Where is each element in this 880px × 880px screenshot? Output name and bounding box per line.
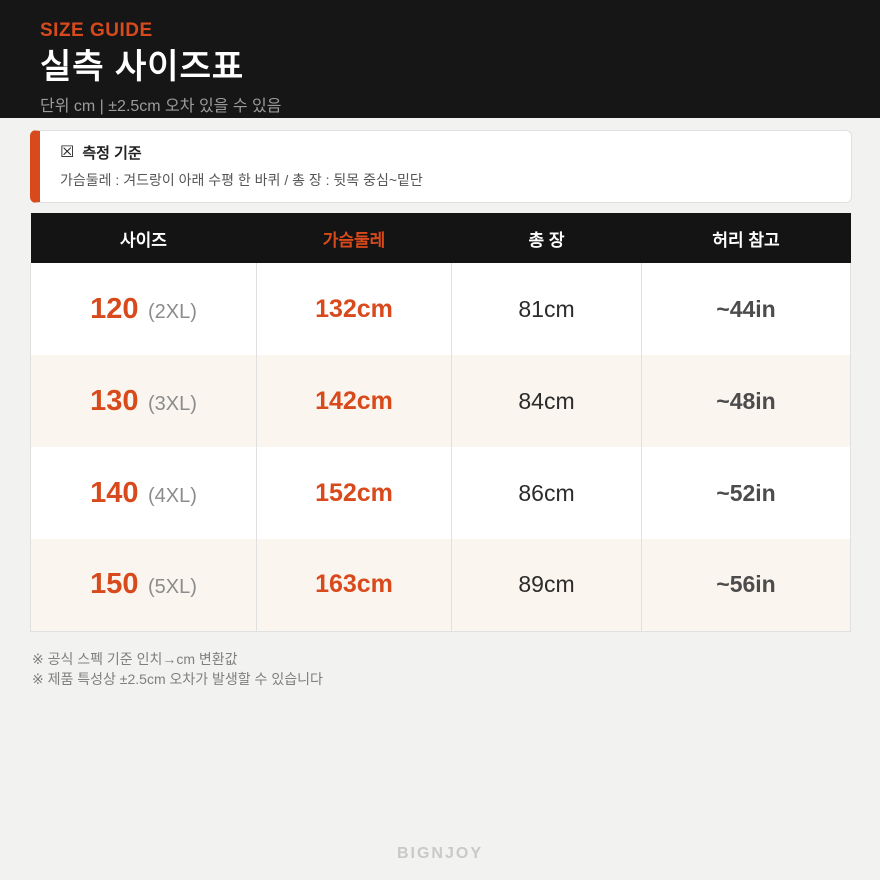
size-table: 사이즈 가슴둘레 총 장 허리 참고 120 (2XL) 132cm 81cm … (30, 213, 851, 632)
footnotes: ※ 공식 스펙 기준 인치→cm 변환값 ※ 제품 특성상 ±2.5cm 오차가… (32, 649, 880, 690)
size-value: 130 (90, 384, 139, 417)
column-header-length: 총 장 (451, 213, 642, 263)
waist-cell: ~48in (641, 355, 851, 447)
size-cell: 140 (4XL) (30, 447, 257, 539)
size-cell: 120 (2XL) (30, 263, 257, 355)
size-cell: 130 (3XL) (30, 355, 257, 447)
table-row: 140 (4XL) 152cm 86cm ~52in (30, 447, 851, 539)
notice-body: 가슴둘레 : 겨드랑이 아래 수평 한 바퀴 / 총 장 : 뒷목 중심~밑단 (60, 172, 423, 188)
table-row: 120 (2XL) 132cm 81cm ~44in (30, 263, 851, 355)
page-header: SIZE GUIDE 실측 사이즈표 단위 cm | ±2.5cm 오차 있을 … (0, 0, 880, 118)
table-row: 150 (5XL) 163cm 89cm ~56in (30, 539, 851, 632)
eyebrow-label: SIZE GUIDE (40, 20, 153, 41)
measurement-criteria-box: ☒ 측정 기준 가슴둘레 : 겨드랑이 아래 수평 한 바퀴 / 총 장 : 뒷… (30, 130, 852, 203)
size-value: 150 (90, 568, 139, 601)
column-header-waist: 허리 참고 (641, 213, 851, 263)
size-cell: 150 (5XL) (30, 539, 257, 632)
notice-title-row: ☒ 측정 기준 (60, 142, 831, 163)
column-header-size: 사이즈 (30, 213, 257, 263)
size-value: 120 (90, 292, 139, 325)
length-cell: 86cm (451, 447, 642, 539)
footnote-tolerance: ※ 제품 특성상 ±2.5cm 오차가 발생할 수 있습니다 (32, 670, 323, 687)
chest-cell: 132cm (256, 263, 452, 355)
chest-cell: 142cm (256, 355, 452, 447)
size-variant: (4XL) (147, 484, 197, 507)
brand-watermark: BIGNJOY (396, 845, 483, 862)
waist-cell: ~44in (641, 263, 851, 355)
footnote-conversion: ※ 공식 스펙 기준 인치→cm 변환값 (32, 650, 238, 667)
notice-title: 측정 기준 (82, 145, 142, 162)
size-variant: (5XL) (147, 576, 197, 599)
checkbox-icon: ☒ (60, 143, 75, 161)
size-variant: (3XL) (147, 392, 197, 415)
chest-cell: 163cm (256, 539, 452, 632)
length-cell: 81cm (451, 263, 642, 355)
table-row: 130 (3XL) 142cm 84cm ~48in (30, 355, 851, 447)
waist-cell: ~52in (641, 447, 851, 539)
page-subtitle: 단위 cm | ±2.5cm 오차 있을 수 있음 (40, 98, 282, 115)
chest-cell: 152cm (256, 447, 452, 539)
length-cell: 84cm (451, 355, 642, 447)
size-value: 140 (90, 476, 139, 509)
size-variant: (2XL) (147, 300, 197, 323)
size-table-header: 사이즈 가슴둘레 총 장 허리 참고 (30, 213, 851, 263)
length-cell: 89cm (451, 539, 642, 632)
page-title: 실측 사이즈표 (40, 48, 245, 86)
waist-cell: ~56in (641, 539, 851, 632)
column-header-chest: 가슴둘레 (256, 213, 452, 263)
